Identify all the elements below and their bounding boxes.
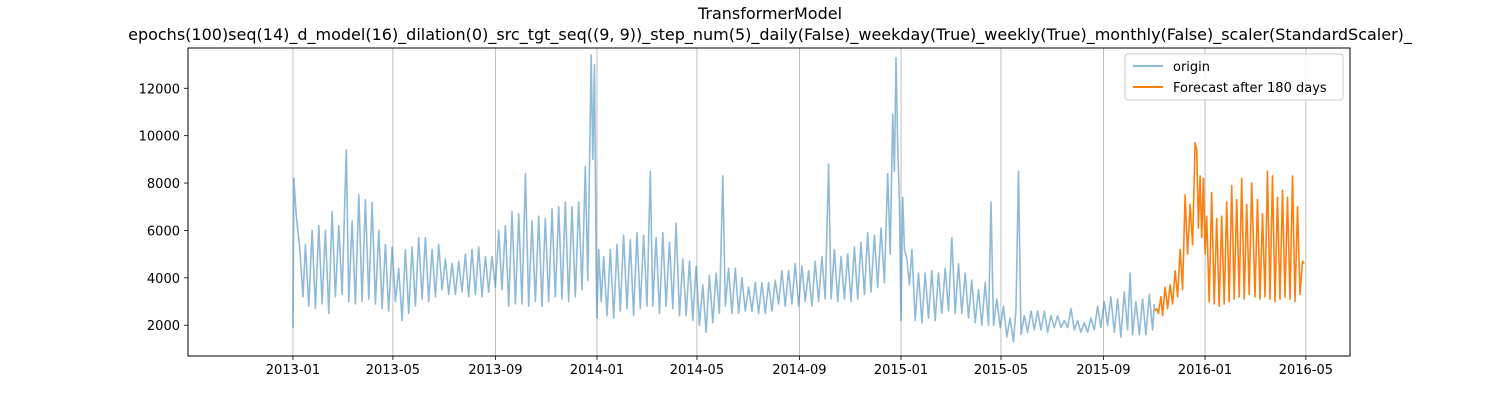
plot-frame [187,47,1351,357]
series-line-1 [1153,142,1305,317]
legend: origin Forecast after 180 days [1124,53,1344,101]
axis-layer: 2013-01 2013-05 2013-09 2014-01 2014-05 2014-… [139,82,1333,378]
x-tick-label: 2014-05 [670,363,724,378]
x-tick-label: 2014-09 [772,363,826,378]
chart-title: TransformerModel [697,4,842,23]
legend-label: Forecast after 180 days [1173,81,1327,96]
series-layer [292,54,1305,343]
series-line-0 [292,54,1156,343]
y-tick-label: 12000 [139,82,180,97]
x-tick-label: 2015-05 [974,363,1028,378]
y-tick-label: 2000 [147,319,180,334]
y-tick-label: 6000 [147,224,180,239]
x-tick-label: 2014-01 [570,363,624,378]
x-tick-label: 2015-09 [1076,363,1130,378]
legend-label: origin [1173,60,1210,75]
x-tick-label: 2013-05 [366,363,420,378]
x-tick-label: 2016-05 [1279,363,1333,378]
y-tick-label: 4000 [147,272,180,287]
x-tick-label: 2013-01 [266,363,320,378]
x-tick-label: 2015-01 [874,363,928,378]
legend-box [1124,53,1344,101]
y-tick-label: 10000 [139,130,180,145]
x-tick-label: 2016-01 [1178,363,1232,378]
chart-subtitle: epochs(100)seq(14)_d_model(16)_dilation(… [128,25,1413,45]
x-tick-label: 2013-09 [468,363,522,378]
y-tick-label: 8000 [147,177,180,192]
